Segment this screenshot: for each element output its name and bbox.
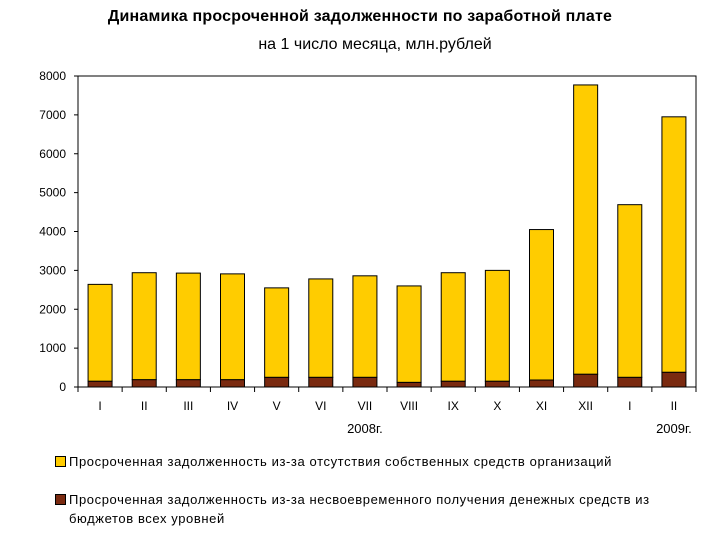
bar-segment-budget-funds [484,380,510,388]
y-axis-tick-label: 0 [59,380,66,394]
x-axis-tick-label: VIII [400,399,418,413]
legend-item-own-funds: Просроченная задолженность из-за отсутст… [55,452,705,471]
bar-segment-budget-funds [573,373,599,388]
x-axis-tick-label: XII [578,399,593,413]
y-axis-tick-label: 2000 [39,302,66,316]
bar-segment-own-funds [440,272,466,382]
y-axis-tick-label: 7000 [39,108,66,122]
x-axis-tick-label: I [98,399,101,413]
chart-title: Динамика просроченной задолженности по з… [107,8,613,25]
bar-segment-own-funds [617,204,643,378]
bar-segment-budget-funds [308,376,334,388]
chart-subtitle: на 1 число месяца, млн.рублей [258,36,492,53]
bar-segment-own-funds [396,285,422,383]
bar-segment-own-funds [175,272,201,381]
x-axis-tick-label: IX [448,399,459,413]
bar-segment-budget-funds [529,379,554,388]
x-axis-tick-label: VI [315,399,326,413]
x-axis-tick-label: III [183,399,193,413]
y-axis-tick-label: 5000 [39,186,66,200]
bar-segment-own-funds [220,273,245,381]
x-axis-tick-label: I [628,399,631,413]
bar-segment-budget-funds [617,376,643,388]
bar-segment-own-funds [529,229,554,381]
bar-segment-budget-funds [131,379,157,388]
y-axis-tick-label: 8000 [39,69,66,83]
x-axis-year-label: 2008г. [347,421,383,436]
bar-segment-budget-funds [352,376,378,388]
legend-swatch-own-funds [55,456,66,467]
y-axis-tick-label: 1000 [39,341,66,355]
x-axis-tick-label: XI [536,399,547,413]
x-axis-tick-label: V [273,399,281,413]
x-axis-tick-label: II [141,399,148,413]
plot-area-frame [77,75,697,388]
bar-segment-own-funds [87,283,113,382]
x-axis-tick-label: II [671,399,678,413]
bar-segment-budget-funds [396,381,422,388]
bar-segment-own-funds [352,275,378,378]
x-axis-year-label: 2009г. [656,421,692,436]
bar-segment-budget-funds [175,379,201,388]
legend-label-budget-funds: Просроченная задолженность из-за несвоев… [69,492,650,526]
bar-segment-own-funds [661,116,687,373]
x-axis-tick-label: VII [358,399,373,413]
y-axis-tick-label: 6000 [39,147,66,161]
bar-segment-own-funds [264,287,290,378]
legend-label-own-funds: Просроченная задолженность из-за отсутст… [69,454,612,469]
bar-segment-budget-funds [220,379,245,388]
bar-segment-own-funds [484,269,510,382]
legend-swatch-budget-funds [55,494,66,505]
bar-segment-budget-funds [440,380,466,388]
x-axis-tick-label: X [493,399,501,413]
bar-segment-budget-funds [661,371,687,388]
bar-segment-own-funds [308,278,334,378]
y-axis-tick-label: 3000 [39,263,66,277]
bar-segment-budget-funds [87,380,113,388]
bar-segment-own-funds [131,272,157,381]
y-axis-tick-label: 4000 [39,225,66,239]
bar-segment-budget-funds [264,376,290,388]
bar-segment-own-funds [573,84,599,375]
x-axis-tick-label: IV [227,399,238,413]
legend-item-budget-funds: Просроченная задолженность из-за несвоев… [55,490,705,528]
